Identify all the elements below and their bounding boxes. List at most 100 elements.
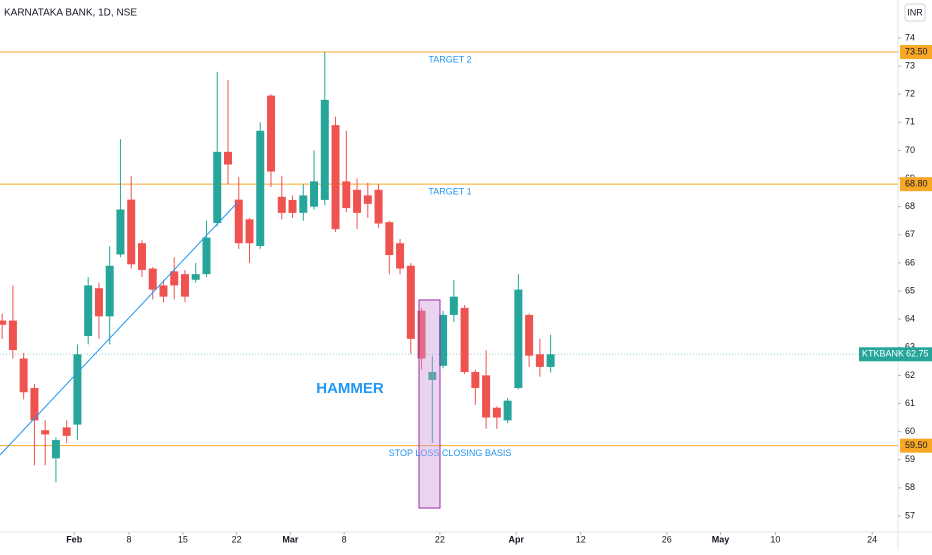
candle-body xyxy=(73,354,82,425)
y-tick-label: 58 xyxy=(905,482,915,492)
x-tick-label: Mar xyxy=(282,534,299,544)
candle-body xyxy=(202,237,211,275)
x-tick-label: 22 xyxy=(435,534,445,544)
candle-body xyxy=(503,400,512,421)
candle-body xyxy=(180,274,189,297)
candle-body xyxy=(256,130,265,247)
candle-body xyxy=(492,407,501,418)
y-tick-label: 67 xyxy=(905,229,915,239)
level-text: STOP LOSS CLOSING BASIS xyxy=(389,448,512,458)
currency-button[interactable] xyxy=(904,3,926,22)
x-tick-label: 8 xyxy=(342,534,347,544)
y-tick-label: 62 xyxy=(905,370,915,380)
candle-body xyxy=(191,274,200,280)
x-tick-label: 15 xyxy=(178,534,188,544)
x-tick-label: Feb xyxy=(66,534,83,544)
x-tick-label: 24 xyxy=(867,534,877,544)
candle-body xyxy=(19,358,28,393)
candle-body xyxy=(546,354,555,367)
y-tick-label: 71 xyxy=(905,117,915,127)
y-tick-label: 57 xyxy=(905,510,915,520)
y-tick-label: 74 xyxy=(905,32,915,42)
candle-body xyxy=(84,285,93,337)
candle-body xyxy=(449,296,458,315)
level-price-box xyxy=(900,438,932,453)
candle-body xyxy=(406,265,415,339)
candle-body xyxy=(353,189,362,213)
candle-body xyxy=(277,196,286,213)
y-tick-label: 60 xyxy=(905,426,915,436)
candle-body xyxy=(482,375,491,418)
candle-body xyxy=(234,199,243,244)
candle-body xyxy=(363,195,372,204)
y-tick-label: 63 xyxy=(905,342,915,352)
last-price-name: KTKBANK xyxy=(862,349,904,359)
candle-body xyxy=(514,289,523,389)
level-price-label: 73.50 xyxy=(905,46,928,56)
candle-body xyxy=(30,388,39,421)
candle-body xyxy=(460,307,469,373)
x-tick-label: 22 xyxy=(232,534,242,544)
candle-body xyxy=(245,219,254,244)
candle-body xyxy=(267,95,276,172)
level-price-box xyxy=(900,45,932,60)
candle-body xyxy=(331,125,340,230)
candle-body xyxy=(288,199,297,213)
candle-body xyxy=(320,99,329,200)
candle-body xyxy=(525,314,534,356)
candle-body xyxy=(41,430,50,435)
candle-body xyxy=(428,372,437,380)
level-text: TARGET 1 xyxy=(428,187,471,197)
candle-body xyxy=(342,181,351,209)
candle-body xyxy=(535,354,544,367)
y-tick-label: 61 xyxy=(905,398,915,408)
candle-body xyxy=(116,209,125,255)
candle-body xyxy=(396,243,405,269)
candle-body xyxy=(213,151,222,223)
candle-body xyxy=(0,320,7,325)
y-tick-label: 68 xyxy=(905,201,915,211)
y-tick-label: 65 xyxy=(905,285,915,295)
x-tick-label: 26 xyxy=(662,534,672,544)
candle-body xyxy=(310,181,319,207)
y-tick-label: 73 xyxy=(905,60,915,70)
candle-body xyxy=(299,195,308,213)
y-tick-label: 59 xyxy=(905,454,915,464)
x-tick-label: 12 xyxy=(576,534,586,544)
x-tick-label: 8 xyxy=(127,534,132,544)
hammer-box xyxy=(418,299,441,509)
candle-body xyxy=(8,320,17,351)
chart-title: KARNATAKA BANK, 1D, NSE xyxy=(4,8,137,19)
candle-body xyxy=(471,372,480,389)
level-price-box xyxy=(900,177,932,192)
level-price-label: 68.80 xyxy=(905,179,928,189)
currency[interactable]: INR xyxy=(907,7,923,17)
candle-body xyxy=(170,271,179,286)
annotation: HAMMER xyxy=(316,380,384,397)
candle-body xyxy=(94,288,103,317)
candle-body xyxy=(127,199,136,265)
level-text: TARGET 2 xyxy=(428,54,471,64)
y-tick-label: 66 xyxy=(905,257,915,267)
candle-body xyxy=(51,440,60,459)
candle-body xyxy=(374,189,383,224)
candle-body xyxy=(417,310,426,359)
x-tick-label: Apr xyxy=(508,534,524,544)
y-tick-label: 64 xyxy=(905,314,915,324)
candle-body xyxy=(148,268,157,290)
candle-body xyxy=(62,427,71,436)
candle-body xyxy=(439,314,448,366)
x-tick-label: 10 xyxy=(770,534,780,544)
y-tick-label: 72 xyxy=(905,89,915,99)
candle-body xyxy=(137,243,146,270)
level-price-label: 59.50 xyxy=(905,440,928,450)
candle-body xyxy=(385,222,394,256)
candle-body xyxy=(223,151,232,165)
y-tick-label: 70 xyxy=(905,145,915,155)
trend-line xyxy=(0,202,238,456)
candle-body xyxy=(105,265,114,317)
last-price-box xyxy=(859,347,932,362)
last-price-label: 62.75 xyxy=(906,349,929,359)
